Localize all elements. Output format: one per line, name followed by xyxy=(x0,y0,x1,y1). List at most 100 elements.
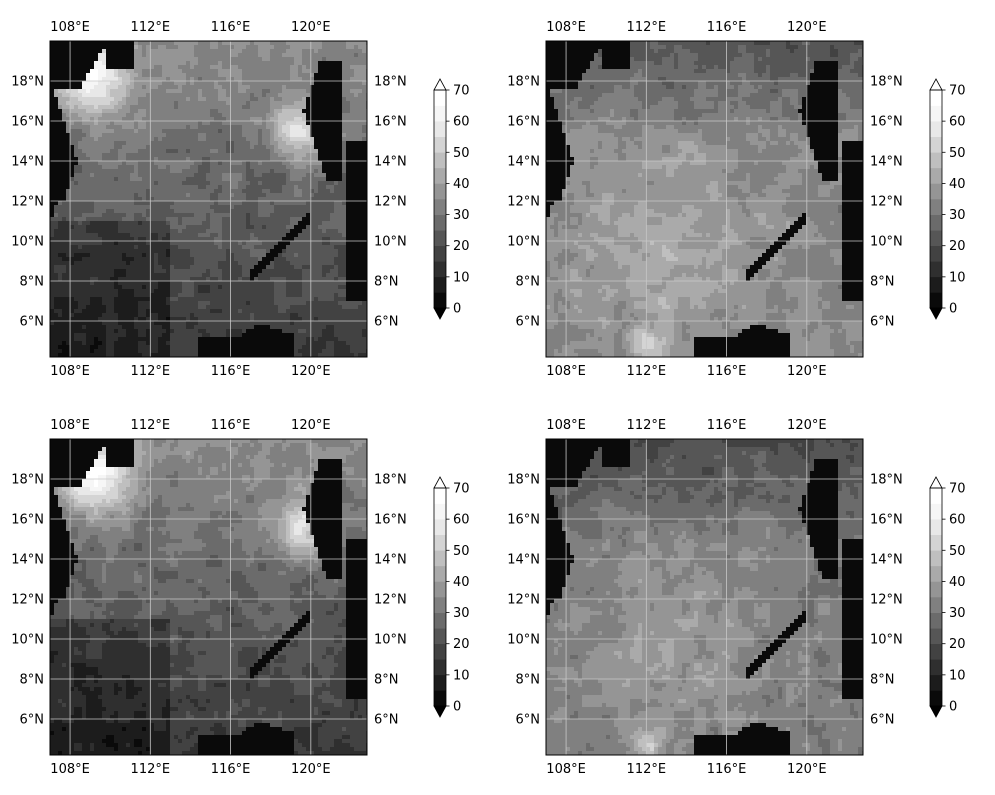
field-cell xyxy=(266,97,271,102)
field-cell xyxy=(254,213,259,218)
field-cell xyxy=(142,129,147,134)
field-cell xyxy=(146,41,151,46)
field-cell xyxy=(234,137,239,142)
field-cell xyxy=(306,285,311,290)
field-cell xyxy=(230,73,235,78)
field-cell xyxy=(90,197,95,202)
field-cell xyxy=(90,85,95,90)
field-cell xyxy=(146,81,151,86)
field-cell xyxy=(126,69,131,74)
field-cell xyxy=(166,129,171,134)
field-cell xyxy=(266,161,271,166)
field-cell xyxy=(210,145,215,150)
field-cell xyxy=(138,237,143,242)
field-cell xyxy=(330,145,335,150)
field-cell xyxy=(330,141,335,146)
field-cell xyxy=(278,93,283,98)
field-cell xyxy=(66,109,71,114)
field-cell xyxy=(130,77,135,82)
field-cell xyxy=(214,85,219,90)
field-cell xyxy=(82,173,87,178)
field-cell xyxy=(226,177,231,182)
field-cell xyxy=(286,57,291,62)
field-cell xyxy=(190,69,195,74)
field-cell xyxy=(322,45,327,50)
field-cell xyxy=(118,273,123,278)
field-cell xyxy=(134,285,139,290)
field-cell xyxy=(206,233,211,238)
field-cell xyxy=(130,241,135,246)
field-cell xyxy=(338,145,343,150)
field-cell xyxy=(278,181,283,186)
field-cell xyxy=(294,277,299,282)
field-cell xyxy=(182,253,187,258)
field-cell xyxy=(262,85,267,90)
field-cell xyxy=(310,121,315,126)
field-cell xyxy=(66,237,71,242)
field-cell xyxy=(110,169,115,174)
field-cell xyxy=(298,85,303,90)
field-cell xyxy=(186,153,191,158)
field-cell xyxy=(122,285,127,290)
field-cell xyxy=(298,153,303,158)
field-cell xyxy=(306,129,311,134)
field-cell xyxy=(206,129,211,134)
field-cell xyxy=(338,273,343,278)
field-cell xyxy=(218,249,223,254)
field-cell xyxy=(114,57,119,62)
field-cell xyxy=(78,89,83,94)
field-cell xyxy=(206,121,211,126)
field-cell xyxy=(330,129,335,134)
field-cell xyxy=(350,237,355,242)
field-cell xyxy=(234,209,239,214)
field-cell xyxy=(342,277,347,282)
field-cell xyxy=(226,133,231,138)
field-cell xyxy=(182,69,187,74)
field-cell xyxy=(302,105,307,110)
field-cell xyxy=(282,125,287,130)
field-cell xyxy=(154,197,159,202)
field-cell xyxy=(70,201,75,206)
field-cell xyxy=(122,273,127,278)
field-cell xyxy=(66,133,71,138)
field-cell xyxy=(134,93,139,98)
field-cell xyxy=(130,53,135,58)
field-cell xyxy=(238,193,243,198)
field-cell xyxy=(174,41,179,46)
field-cell xyxy=(194,53,199,58)
field-cell xyxy=(310,169,315,174)
field-cell xyxy=(186,269,191,274)
field-cell xyxy=(342,181,347,186)
field-cell xyxy=(158,277,163,282)
field-cell xyxy=(334,181,339,186)
field-cell xyxy=(70,125,75,130)
field-cell xyxy=(254,149,259,154)
field-cell xyxy=(50,213,55,218)
field-cell xyxy=(358,217,363,222)
field-cell xyxy=(210,273,215,278)
field-cell xyxy=(310,157,315,162)
field-cell xyxy=(110,117,115,122)
field-cell xyxy=(190,245,195,250)
field-cell xyxy=(218,141,223,146)
field-cell xyxy=(210,161,215,166)
field-cell xyxy=(286,105,291,110)
field-cell xyxy=(214,173,219,178)
field-cell xyxy=(286,69,291,74)
field-cell xyxy=(154,209,159,214)
field-cell xyxy=(210,49,215,54)
field-cell xyxy=(138,153,143,158)
field-cell xyxy=(330,205,335,210)
field-cell xyxy=(58,101,63,106)
field-cell xyxy=(286,41,291,46)
field-cell xyxy=(66,197,71,202)
field-cell xyxy=(194,281,199,286)
field-cell xyxy=(302,41,307,46)
field-cell xyxy=(202,181,207,186)
field-cell xyxy=(342,269,347,274)
field-cell xyxy=(94,229,99,234)
field-cell xyxy=(130,265,135,270)
field-cell xyxy=(282,225,287,230)
field-cell xyxy=(350,69,355,74)
field-cell xyxy=(186,141,191,146)
